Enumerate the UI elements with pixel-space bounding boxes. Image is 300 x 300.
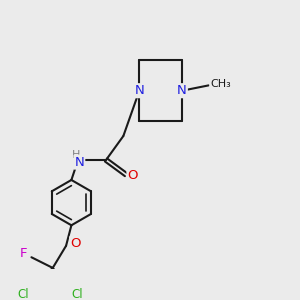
- Text: CH₃: CH₃: [210, 79, 231, 89]
- Text: Cl: Cl: [72, 287, 83, 300]
- Text: F: F: [20, 247, 28, 260]
- Text: H: H: [72, 150, 80, 160]
- Text: N: N: [74, 156, 84, 169]
- Text: N: N: [177, 84, 187, 97]
- Text: O: O: [128, 169, 138, 182]
- Text: Cl: Cl: [17, 287, 29, 300]
- Text: O: O: [70, 237, 81, 250]
- Text: N: N: [134, 84, 144, 97]
